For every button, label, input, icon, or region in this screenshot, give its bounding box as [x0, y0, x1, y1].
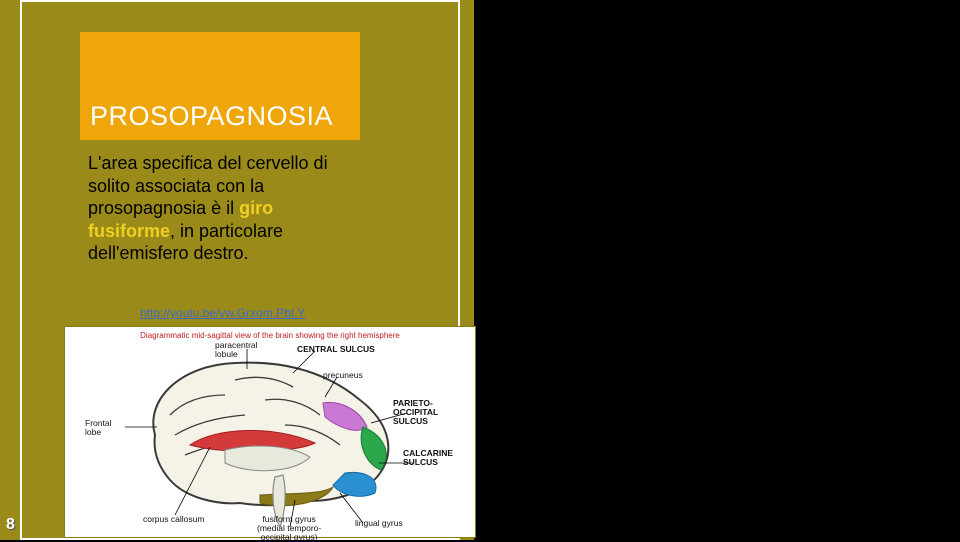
label-central-sulcus: CENTRAL SULCUS [297, 345, 375, 354]
body-pre: L'area specifica del cervello di solito … [88, 153, 328, 218]
label-corpus: corpus callosum [143, 515, 204, 524]
page-number: 8 [6, 516, 15, 534]
label-frontal: Frontallobe [85, 419, 111, 437]
label-fusiform: fusiform gyrus(medial temporo-occipital … [257, 515, 321, 542]
label-parieto: PARIETO-OCCIPITALSULCUS [393, 399, 475, 426]
left-panel: PROSOPAGNOSIA L'area specifica del cerve… [0, 0, 474, 540]
body-paragraph: L'area specifica del cervello di solito … [88, 152, 358, 265]
video-link-line: http://youtu.be/vw.Grxom.Pbt.Y [140, 306, 305, 320]
video-link[interactable]: http://youtu.be/vw.Grxom.Pbt.Y [140, 306, 305, 320]
label-lingual: lingual gyrus [355, 519, 403, 528]
slide-title: PROSOPAGNOSIA [90, 101, 333, 132]
label-calcarine: CALCARINESULCUS [403, 449, 453, 467]
brain-diagram: Diagrammatic mid-sagittal view of the br… [64, 326, 476, 538]
title-box: PROSOPAGNOSIA [80, 32, 360, 140]
label-precuneus: precuneus [323, 371, 363, 380]
label-paracentral: paracentrallobule [215, 341, 258, 359]
diagram-caption: Diagrammatic mid-sagittal view of the br… [65, 331, 475, 340]
brain-svg [115, 345, 435, 535]
